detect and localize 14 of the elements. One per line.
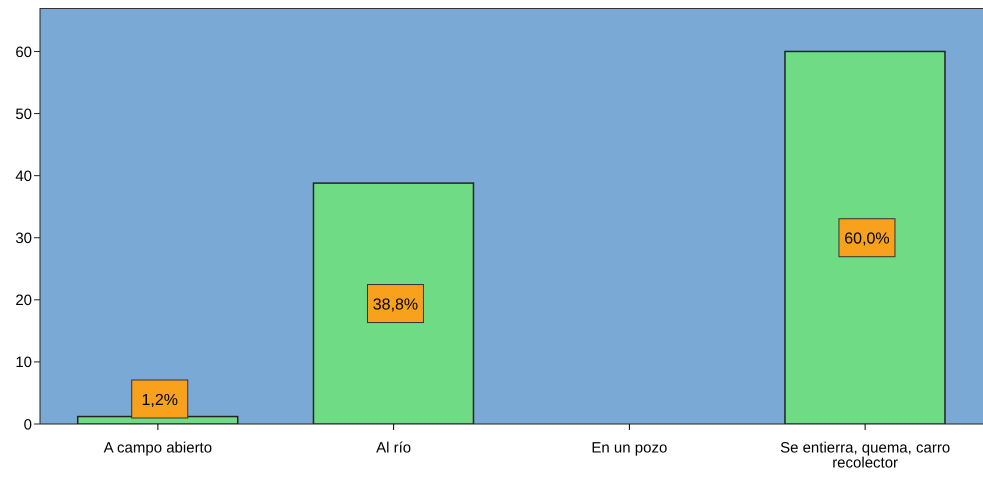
- y-tick-label: 30: [15, 230, 32, 248]
- data-label: 38,8%: [372, 296, 418, 314]
- data-label: 60,0%: [844, 230, 890, 248]
- y-tick-label: 40: [15, 168, 32, 185]
- x-tick-label: En un pozo: [591, 440, 668, 457]
- x-tick-label: A campo abierto: [104, 440, 212, 457]
- y-tick-label: 0: [24, 416, 32, 434]
- y-tick-label: 20: [15, 292, 32, 310]
- y-tick-label: 60: [15, 44, 32, 61]
- y-tick-label: 50: [15, 106, 32, 123]
- y-tick-label: 10: [15, 354, 32, 372]
- data-label: 1,2%: [141, 392, 178, 409]
- x-tick-label: Se entierra, quema, carro recolector: [780, 440, 950, 472]
- x-tick-label: Al río: [376, 440, 412, 457]
